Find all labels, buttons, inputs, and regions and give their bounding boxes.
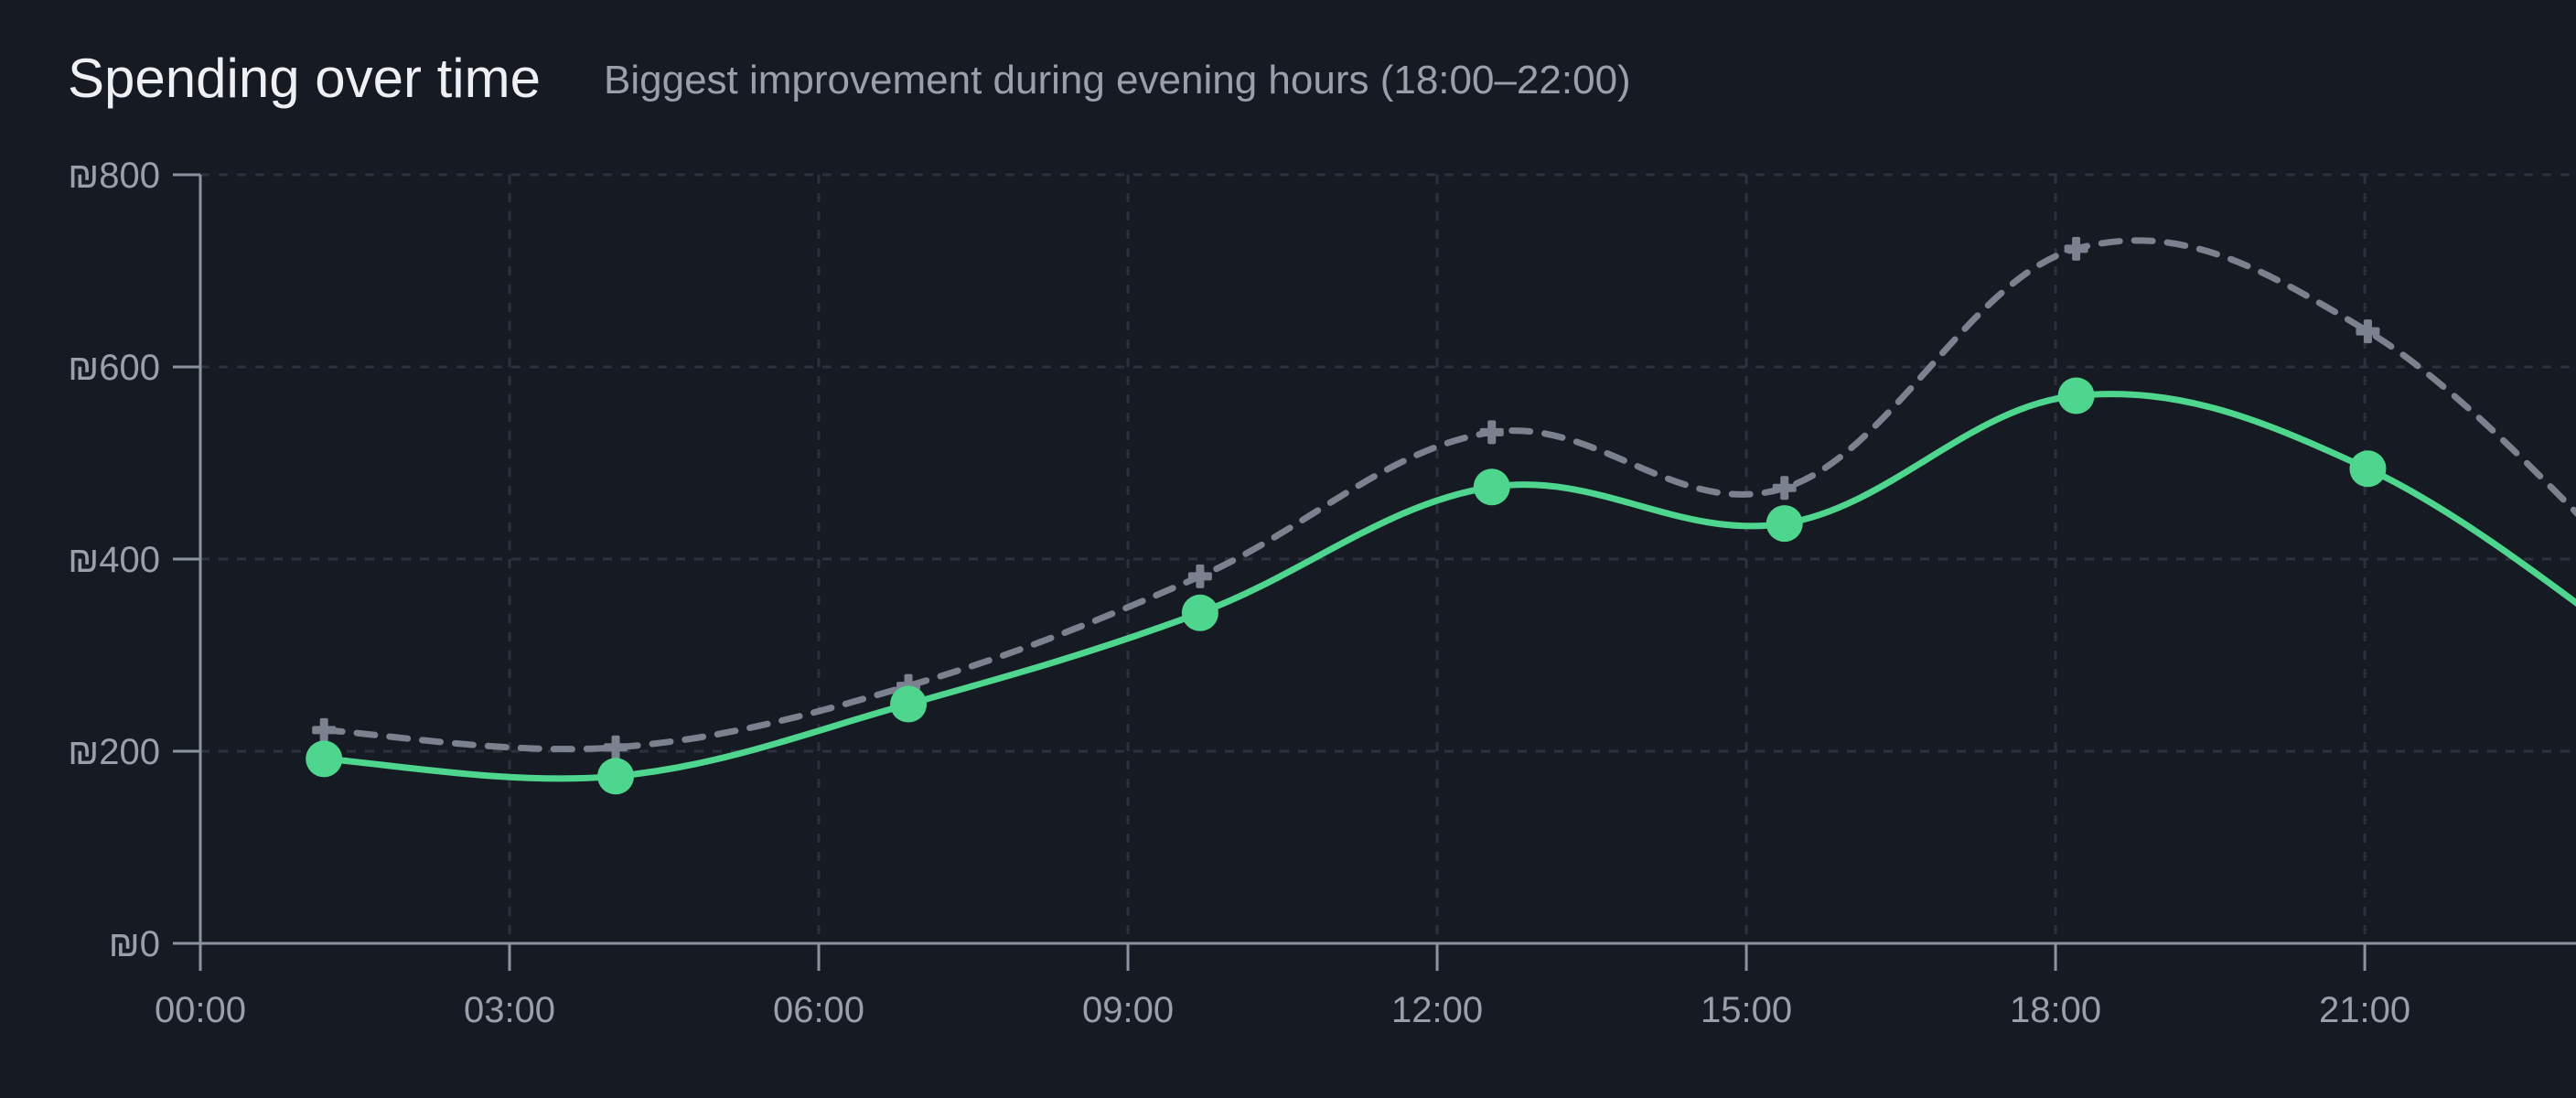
series	[306, 236, 2576, 795]
x-tick-label: 21:00	[2319, 990, 2410, 1030]
data-point	[1181, 594, 1218, 631]
x-tick-label: 03:00	[464, 990, 555, 1030]
y-tick-label: ₪200	[68, 732, 160, 772]
y-tick-label: ₪600	[68, 348, 160, 388]
data-point	[2064, 236, 2088, 261]
data-point	[597, 758, 635, 795]
data-point	[2356, 319, 2380, 344]
data-point	[1187, 564, 1212, 588]
grid	[200, 173, 2576, 943]
series-line-solid	[320, 391, 2576, 782]
axes: ₪0 ₪200 ₪400 ₪600 ₪800 00:00 03:00 06:00 09:00 12…	[68, 156, 2576, 1030]
x-tick-label: 09:00	[1082, 990, 1174, 1030]
data-point	[890, 685, 928, 723]
data-point	[2057, 377, 2095, 414]
y-tick-label: ₪0	[109, 924, 160, 964]
chart-subtitle: Biggest improvement during evening hours…	[604, 58, 1631, 102]
x-tick-label: 00:00	[155, 990, 246, 1030]
data-point	[2349, 450, 2387, 488]
data-point	[1473, 468, 1510, 506]
data-point-v	[2072, 236, 2081, 261]
x-tick-label: 06:00	[773, 990, 864, 1030]
data-point-v	[1780, 476, 1789, 501]
x-tick-label: 18:00	[2010, 990, 2101, 1030]
data-point	[306, 740, 343, 778]
series-line-dashed	[320, 237, 2576, 753]
chart-title: Spending over time	[68, 48, 541, 109]
series-dashed	[312, 236, 2576, 759]
data-point-v	[1196, 564, 1205, 588]
data-point	[312, 717, 337, 742]
data-point-v	[319, 717, 328, 742]
x-tick-label: 12:00	[1391, 990, 1483, 1030]
y-tick-label: ₪800	[68, 156, 160, 196]
data-point-v	[1487, 420, 1497, 445]
y-tick-label: ₪400	[68, 540, 160, 580]
data-point-v	[611, 735, 620, 759]
data-point	[1766, 505, 1803, 543]
data-point	[604, 735, 628, 759]
data-point	[1772, 476, 1797, 501]
data-point-v	[2363, 319, 2372, 344]
x-tick-label: 15:00	[1701, 990, 1792, 1030]
series-solid	[306, 377, 2576, 795]
data-point	[1479, 420, 1504, 445]
